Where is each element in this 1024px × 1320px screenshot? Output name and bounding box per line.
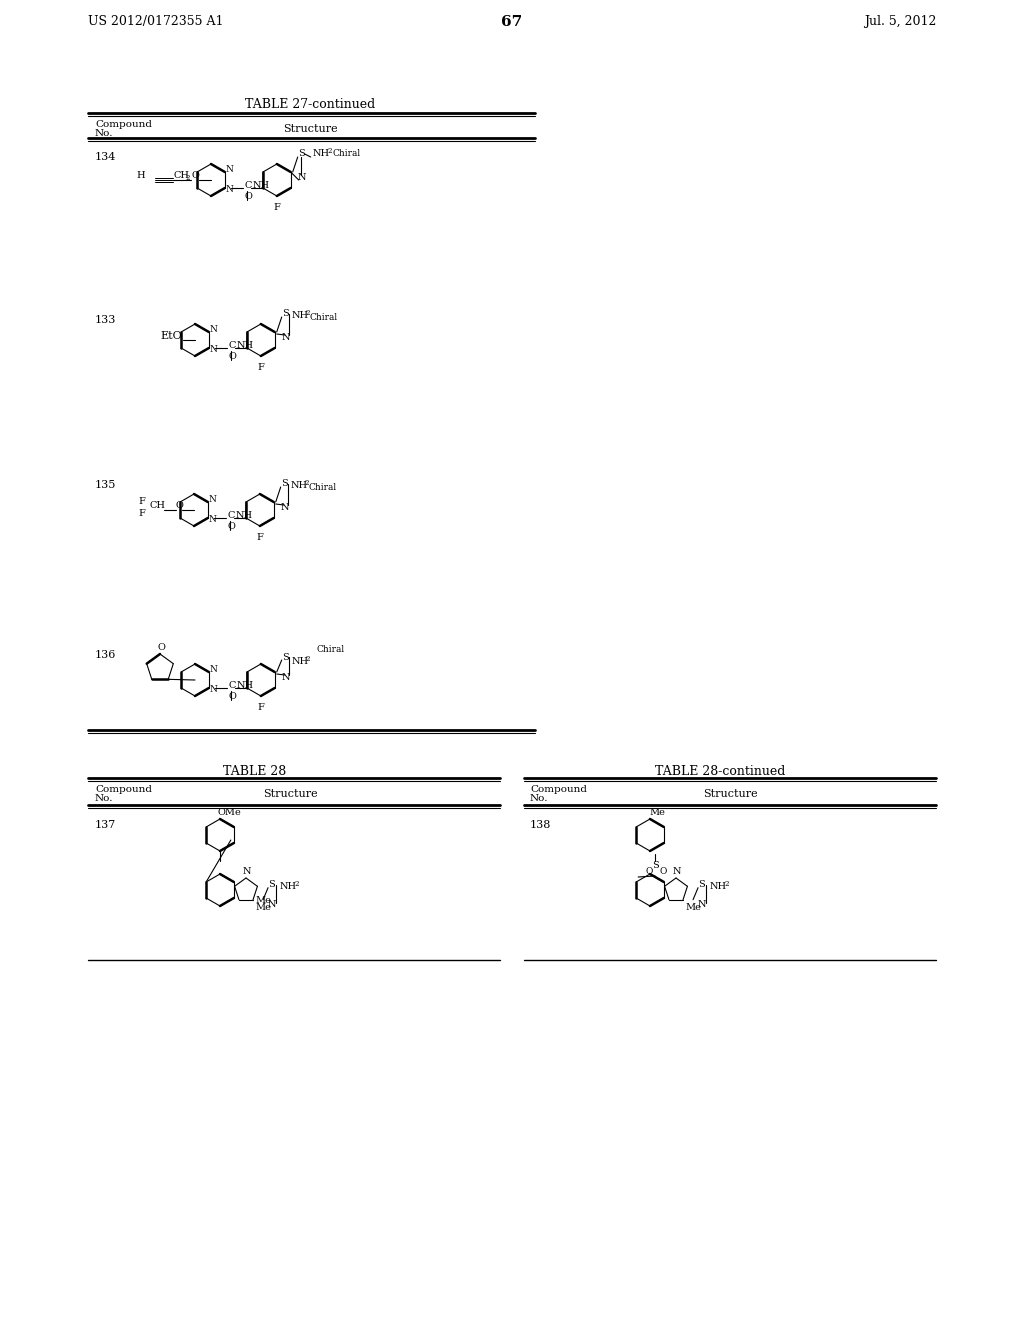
Text: N: N [281, 503, 289, 511]
Text: Chiral: Chiral [333, 149, 360, 158]
Text: O: O [228, 521, 236, 531]
Text: NH: NH [292, 312, 309, 321]
Text: S: S [698, 880, 705, 890]
Text: NH: NH [291, 482, 308, 491]
Text: N: N [210, 685, 218, 694]
Text: Compound: Compound [95, 785, 152, 795]
Text: 134: 134 [95, 152, 117, 162]
Text: NH: NH [237, 341, 254, 350]
Text: 2: 2 [185, 174, 189, 182]
Text: C: C [228, 341, 237, 350]
Text: OMe: OMe [217, 808, 241, 817]
Text: Me: Me [685, 903, 701, 912]
Text: Me: Me [255, 896, 271, 906]
Text: 2: 2 [306, 309, 310, 317]
Text: 136: 136 [95, 649, 117, 660]
Text: NH: NH [312, 149, 330, 158]
Text: S: S [281, 479, 288, 488]
Text: 137: 137 [95, 820, 117, 830]
Text: S: S [298, 149, 304, 158]
Text: 2: 2 [328, 147, 332, 154]
Text: CH: CH [173, 172, 189, 181]
Text: F: F [138, 510, 144, 519]
Text: N: N [673, 867, 682, 876]
Text: O: O [228, 352, 237, 360]
Text: Compound: Compound [530, 785, 587, 795]
Text: NH: NH [280, 882, 297, 891]
Text: No.: No. [95, 795, 114, 803]
Text: NH: NH [710, 882, 727, 891]
Text: F: F [273, 203, 281, 213]
Text: F: F [138, 498, 144, 507]
Text: Me: Me [649, 808, 665, 817]
Text: N: N [243, 867, 252, 876]
Text: S: S [652, 861, 658, 870]
Text: Chiral: Chiral [308, 483, 337, 491]
Text: S: S [282, 652, 289, 661]
Text: S: S [282, 309, 289, 318]
Text: N: N [210, 325, 218, 334]
Text: C: C [228, 511, 236, 520]
Text: N: N [210, 664, 218, 673]
Text: N: N [298, 173, 306, 181]
Text: 138: 138 [530, 820, 551, 830]
Text: Compound: Compound [95, 120, 152, 129]
Text: N: N [210, 346, 218, 355]
Text: F: F [257, 704, 264, 711]
Text: Chiral: Chiral [309, 313, 338, 322]
Text: Me: Me [255, 903, 271, 912]
Text: 67: 67 [502, 15, 522, 29]
Text: N: N [226, 165, 233, 173]
Text: O: O [645, 866, 652, 875]
Text: O: O [176, 502, 184, 511]
Text: F: F [256, 533, 263, 543]
Text: NH: NH [253, 181, 270, 190]
Text: NH: NH [237, 681, 254, 689]
Text: NH: NH [236, 511, 253, 520]
Text: TABLE 28-continued: TABLE 28-continued [654, 766, 785, 777]
Text: N: N [268, 900, 276, 909]
Text: Structure: Structure [702, 789, 758, 799]
Text: O: O [193, 172, 200, 181]
Text: 2: 2 [294, 879, 299, 888]
Text: O: O [660, 866, 668, 875]
Text: N: N [209, 495, 217, 503]
Text: 2: 2 [724, 879, 728, 888]
Text: EtO: EtO [160, 331, 181, 341]
Text: Structure: Structure [263, 789, 317, 799]
Text: 2: 2 [306, 655, 310, 663]
Text: N: N [698, 900, 707, 909]
Text: US 2012/0172355 A1: US 2012/0172355 A1 [88, 15, 223, 28]
Text: F: F [257, 363, 264, 372]
Text: No.: No. [530, 795, 549, 803]
Text: O: O [245, 191, 253, 201]
Text: N: N [226, 186, 233, 194]
Text: TABLE 27-continued: TABLE 27-continued [245, 98, 375, 111]
Text: Jul. 5, 2012: Jul. 5, 2012 [863, 15, 936, 28]
Text: O: O [228, 692, 237, 701]
Text: NH: NH [292, 657, 309, 667]
Text: 135: 135 [95, 480, 117, 490]
Text: 133: 133 [95, 315, 117, 325]
Text: N: N [209, 516, 217, 524]
Text: H: H [136, 172, 145, 181]
Text: N: N [282, 672, 290, 681]
Text: No.: No. [95, 129, 114, 139]
Text: TABLE 28: TABLE 28 [223, 766, 287, 777]
Text: O: O [157, 643, 165, 652]
Text: Structure: Structure [283, 124, 337, 135]
Text: C: C [228, 681, 237, 689]
Text: S: S [268, 880, 274, 890]
Text: 2: 2 [305, 479, 309, 487]
Text: C: C [245, 181, 252, 190]
Text: N: N [282, 333, 290, 342]
Text: CH: CH [150, 502, 166, 511]
Text: Chiral: Chiral [316, 645, 345, 655]
